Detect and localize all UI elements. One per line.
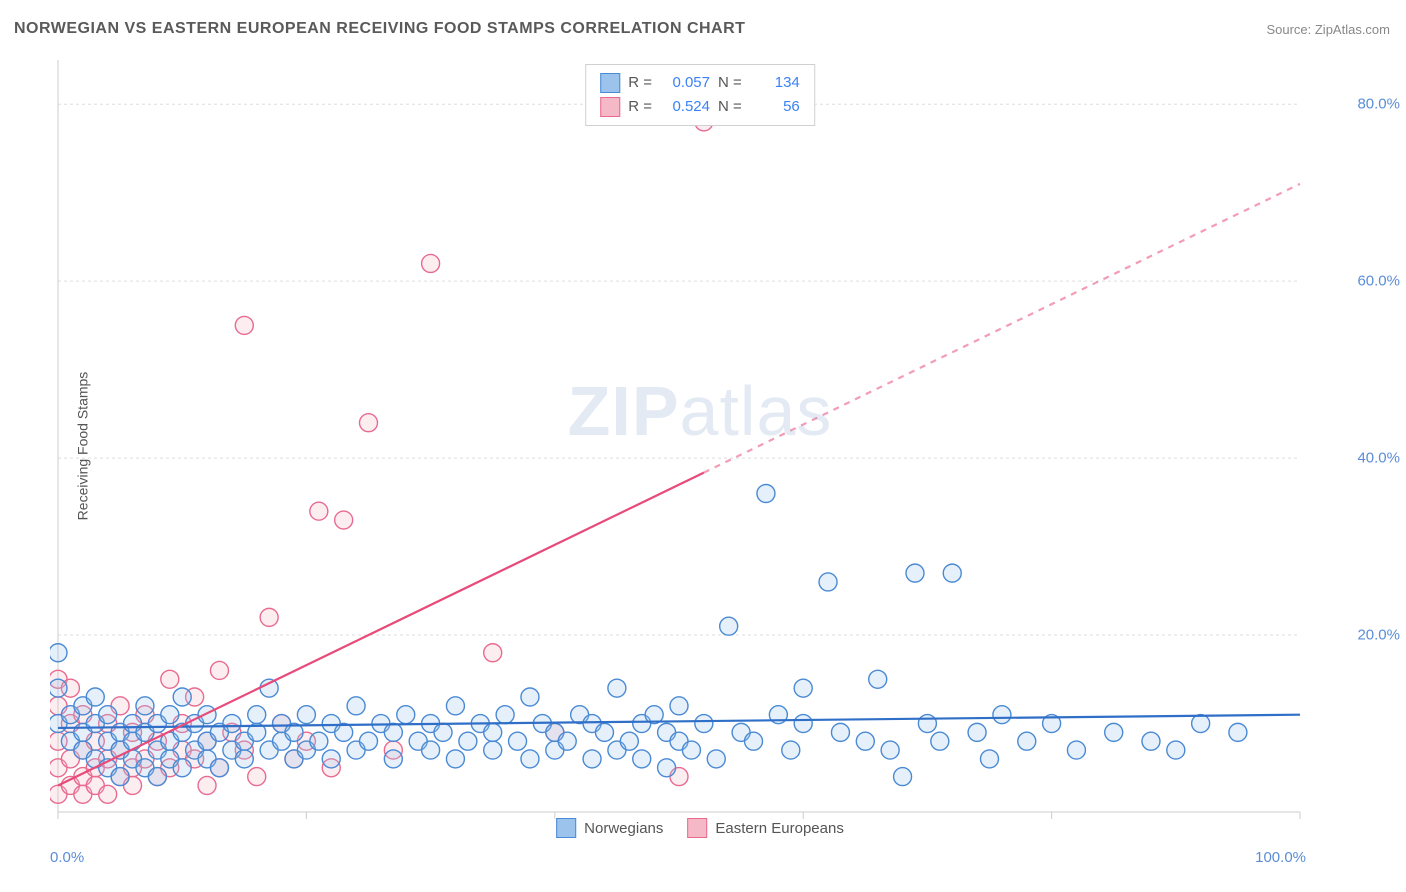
legend-item-eastern-europeans: Eastern Europeans [687, 818, 843, 838]
x-tick-left: 0.0% [50, 849, 84, 866]
legend-row-norwegians: R = 0.057 N = 134 [600, 71, 800, 95]
y-tick-label: 20.0% [1357, 627, 1400, 644]
n-label: N = [718, 71, 742, 95]
source-link[interactable]: ZipAtlas.com [1315, 22, 1390, 37]
chart-title: NORWEGIAN VS EASTERN EUROPEAN RECEIVING … [14, 20, 745, 38]
swatch-eastern-europeans [687, 818, 707, 838]
swatch-norwegians [600, 73, 620, 93]
source-prefix: Source: [1266, 22, 1314, 37]
r-label: R = [628, 71, 652, 95]
swatch-eastern-europeans [600, 97, 620, 117]
y-tick-label: 60.0% [1357, 273, 1400, 290]
source-attribution: Source: ZipAtlas.com [1266, 22, 1390, 37]
x-tick-right: 100.0% [1255, 849, 1306, 866]
y-tick-label: 80.0% [1357, 96, 1400, 113]
y-tick-label: 40.0% [1357, 450, 1400, 467]
legend-row-eastern-europeans: R = 0.524 N = 56 [600, 95, 800, 119]
scatter-plot [50, 60, 1350, 840]
chart-area: R = 0.057 N = 134 R = 0.524 N = 56 ZIPat… [50, 60, 1350, 840]
n-label: N = [718, 95, 742, 119]
correlation-legend: R = 0.057 N = 134 R = 0.524 N = 56 [585, 64, 815, 126]
legend-item-norwegians: Norwegians [556, 818, 663, 838]
r-value: 0.057 [660, 71, 710, 95]
r-value: 0.524 [660, 95, 710, 119]
r-label: R = [628, 95, 652, 119]
series-legend: Norwegians Eastern Europeans [556, 818, 844, 838]
n-value: 56 [750, 95, 800, 119]
series-name: Eastern Europeans [715, 820, 843, 837]
n-value: 134 [750, 71, 800, 95]
swatch-norwegians [556, 818, 576, 838]
series-name: Norwegians [584, 820, 663, 837]
